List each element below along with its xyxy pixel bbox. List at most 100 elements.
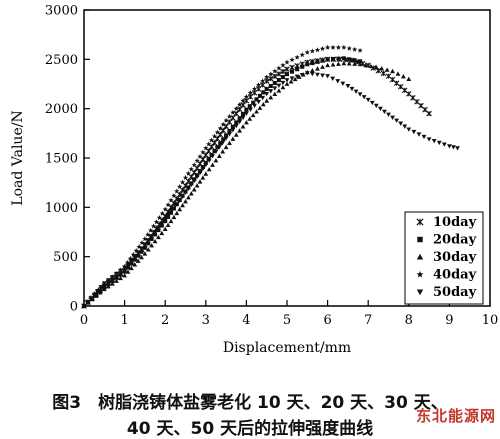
data-point xyxy=(361,95,367,100)
data-point xyxy=(220,140,226,146)
legend-label: 50day xyxy=(433,285,477,300)
data-point xyxy=(145,231,151,237)
data-point xyxy=(292,76,298,82)
data-point xyxy=(330,76,336,81)
data-point xyxy=(336,61,341,66)
data-point xyxy=(247,90,254,96)
y-tick-label: 500 xyxy=(53,250,78,265)
data-point xyxy=(416,218,424,226)
data-point xyxy=(162,206,168,212)
data-point xyxy=(451,145,456,150)
data-point xyxy=(227,140,232,145)
data-point xyxy=(84,300,90,305)
data-point xyxy=(240,111,246,116)
data-point xyxy=(300,64,305,69)
data-point xyxy=(105,278,111,283)
data-point xyxy=(247,104,252,109)
data-point xyxy=(418,102,424,109)
data-point xyxy=(197,153,203,159)
data-point xyxy=(139,246,144,252)
data-point xyxy=(276,88,282,93)
data-point xyxy=(406,127,412,132)
data-point xyxy=(352,61,358,66)
data-point xyxy=(244,107,249,112)
data-point xyxy=(214,129,221,135)
data-point xyxy=(188,182,194,188)
data-point xyxy=(268,89,274,94)
legend-label: 10day xyxy=(433,215,477,230)
data-point xyxy=(276,65,282,71)
data-point xyxy=(255,82,262,88)
data-point xyxy=(325,62,330,68)
data-point xyxy=(186,195,191,200)
data-point xyxy=(191,162,197,168)
data-point xyxy=(380,70,387,77)
data-point xyxy=(240,102,246,108)
data-point xyxy=(330,56,336,62)
data-point xyxy=(294,74,300,79)
data-point xyxy=(284,72,290,77)
data-point xyxy=(135,258,141,263)
data-point xyxy=(368,63,374,69)
data-point xyxy=(221,137,226,142)
data-point xyxy=(156,234,161,240)
data-point xyxy=(206,166,212,172)
figure-caption-line-2: 40 天、50 天后的拉伸强度曲线 xyxy=(126,419,374,439)
data-point xyxy=(233,132,239,137)
x-tick-label: 3 xyxy=(202,313,210,328)
data-point xyxy=(335,44,342,50)
data-point xyxy=(132,254,138,259)
data-point xyxy=(149,234,155,239)
data-point xyxy=(168,210,174,215)
data-point xyxy=(243,94,250,100)
data-point xyxy=(182,174,189,180)
data-point xyxy=(224,133,229,138)
x-tick-label: 9 xyxy=(445,313,453,328)
data-point xyxy=(394,118,400,123)
data-point xyxy=(153,232,158,237)
data-point xyxy=(98,285,104,290)
data-point xyxy=(159,210,165,216)
data-point xyxy=(280,75,285,80)
data-point xyxy=(255,86,262,92)
data-point xyxy=(305,62,310,67)
data-point xyxy=(162,226,168,231)
data-point xyxy=(259,82,266,88)
data-point xyxy=(260,101,266,107)
data-point xyxy=(156,215,163,220)
y-axis-label: Load Value/N xyxy=(10,110,26,205)
data-point xyxy=(179,195,185,200)
data-point xyxy=(296,74,302,79)
data-point xyxy=(233,105,239,111)
data-point xyxy=(213,149,219,154)
data-point xyxy=(165,222,171,228)
data-point xyxy=(289,57,295,63)
data-point xyxy=(210,154,215,159)
data-point xyxy=(129,261,134,266)
data-point xyxy=(136,253,141,258)
data-point xyxy=(315,59,320,64)
data-point xyxy=(223,123,229,130)
data-point xyxy=(248,107,253,113)
data-point xyxy=(200,149,206,155)
data-point xyxy=(156,225,161,231)
figure-caption-line-1: 图3 树脂浇铸体盐雾老化 10 天、20 天、30 天、 xyxy=(52,393,448,413)
data-point xyxy=(88,296,94,301)
data-point xyxy=(341,56,346,61)
data-point xyxy=(335,79,341,84)
data-point xyxy=(347,57,352,62)
data-point xyxy=(191,178,197,184)
data-point xyxy=(139,240,145,246)
data-point xyxy=(191,187,197,192)
data-point xyxy=(218,141,223,146)
data-point xyxy=(153,219,160,225)
data-point xyxy=(132,262,138,267)
data-point xyxy=(280,62,286,68)
data-point xyxy=(177,206,183,212)
data-point xyxy=(240,115,246,121)
data-point xyxy=(213,158,219,163)
data-point xyxy=(81,304,87,309)
data-point xyxy=(447,144,452,149)
data-point xyxy=(304,71,310,76)
data-point xyxy=(284,78,290,83)
